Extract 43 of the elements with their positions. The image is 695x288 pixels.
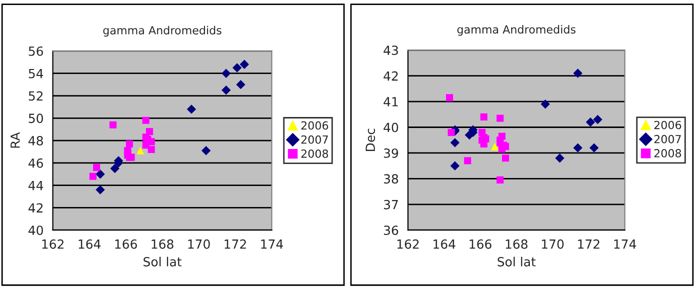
x-tick-label: 164	[434, 239, 456, 249]
y-tick-label: 41	[384, 97, 398, 106]
y-tick-label: 40	[384, 122, 398, 132]
x-tick-label: 166	[470, 239, 492, 249]
x-tick-label: 162	[42, 239, 64, 249]
y-axis-title: Dec	[366, 128, 376, 151]
x-tick-label: 166	[115, 239, 137, 249]
y-tick-label: 46	[28, 158, 44, 168]
y-tick-label: 56	[28, 46, 44, 56]
legend-label: 2007	[301, 135, 328, 144]
x-tick-label: 172	[578, 239, 600, 249]
y-tick-label: 40	[28, 226, 43, 236]
y-tick-label: 39	[384, 148, 398, 158]
chart-title: gamma Andromedids	[103, 26, 222, 37]
x-tick-label: 164	[78, 239, 101, 249]
x-tick-label: 174	[614, 240, 636, 249]
y-tick-label: 44	[28, 180, 44, 190]
y-tick-label: 42	[28, 203, 43, 212]
x-tick-label: 172	[224, 239, 246, 249]
legend-label: 2006	[301, 121, 328, 130]
y-tick-label: 52	[28, 91, 43, 101]
y-tick-label: 36	[384, 226, 398, 236]
y-axis-title: RA	[10, 132, 20, 148]
x-tick-label: 170	[188, 239, 210, 249]
x-tick-label: 170	[542, 239, 564, 249]
x-axis-title: Sol lat	[144, 256, 182, 266]
legend-label: 2006	[654, 120, 682, 130]
x-tick-label: 168	[152, 239, 174, 249]
legend-label: 2008	[301, 149, 328, 158]
x-tick-label: 168	[506, 239, 528, 249]
y-tick-label: 48	[28, 136, 43, 146]
x-tick-label: 162	[397, 239, 419, 249]
y-tick-label: 43	[384, 46, 398, 56]
x-tick-label: 174	[261, 240, 283, 249]
y-tick-label: 54	[28, 69, 44, 78]
y-tick-label: 50	[28, 114, 43, 124]
y-tick-label: 38	[384, 174, 398, 184]
chart-title: gamma Andromedids	[457, 25, 576, 36]
legend-label: 2008	[654, 149, 682, 158]
y-tick-label: 42	[384, 71, 398, 81]
x-axis-title: Sol lat	[498, 256, 536, 266]
legend-label: 2007	[654, 134, 681, 144]
y-tick-label: 37	[384, 200, 398, 210]
